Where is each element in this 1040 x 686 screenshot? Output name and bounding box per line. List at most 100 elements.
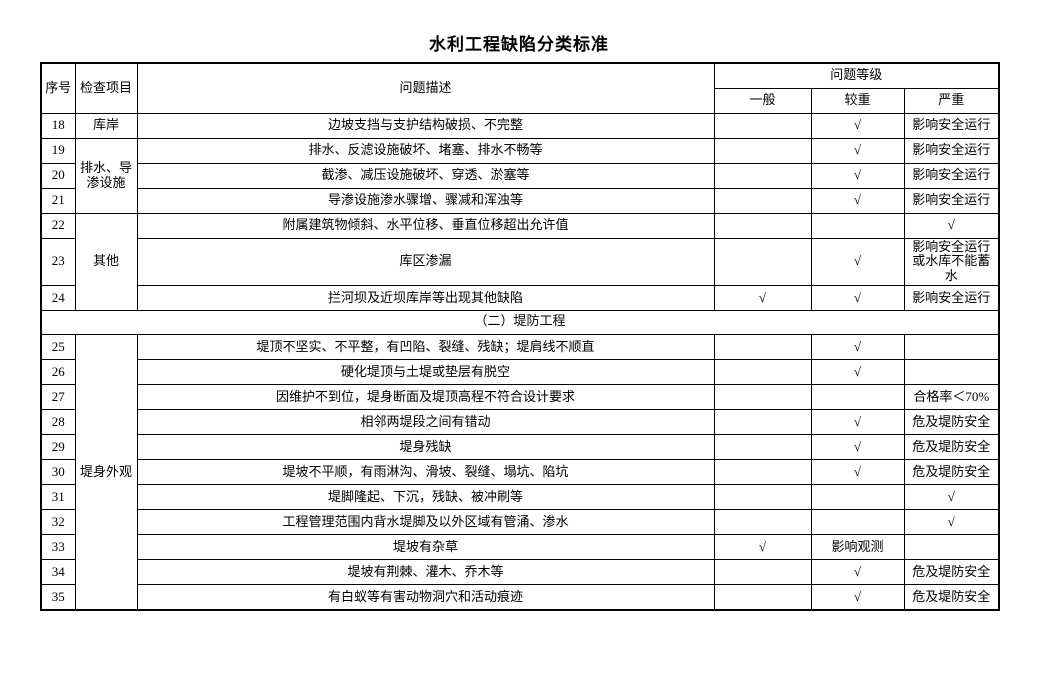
- seq-cell: 21: [40, 187, 76, 214]
- desc-cell: 因维护不到位，堤身断面及堤顶高程不符合设计要求: [136, 384, 715, 411]
- moderate-cell: √: [810, 137, 905, 164]
- table-row: 26 硬化堤顶与土堤或垫层有脱空 √: [40, 359, 1000, 386]
- desc-cell: 附属建筑物倾斜、水平位移、垂直位移超出允许值: [136, 212, 715, 239]
- defect-classification-table: 序号 检查项目 问题描述 问题等级 一般 较重 严重 18 库岸 边坡支挡与支护…: [40, 62, 1000, 611]
- severe-cell: 影响安全运行: [903, 112, 1000, 139]
- general-cell: [713, 334, 812, 361]
- desc-cell: 相邻两堤段之间有错动: [136, 409, 715, 436]
- seq-cell: 31: [40, 484, 76, 511]
- moderate-cell: √: [810, 237, 905, 287]
- general-cell: [713, 509, 812, 536]
- severe-cell: 影响安全运行: [903, 285, 1000, 312]
- general-cell: [713, 459, 812, 486]
- moderate-cell: √: [810, 584, 905, 611]
- moderate-cell: √: [810, 187, 905, 214]
- header-level-severe: 严重: [903, 87, 1000, 114]
- seq-cell: 30: [40, 459, 76, 486]
- general-cell: [713, 384, 812, 411]
- severe-cell: [903, 534, 1000, 561]
- section-title: （二）堤防工程: [40, 310, 1000, 336]
- severe-cell: 危及堤防安全: [903, 559, 1000, 586]
- seq-cell: 29: [40, 434, 76, 461]
- seq-cell: 25: [40, 334, 76, 361]
- header-row-2: 一般 较重 严重: [41, 87, 1000, 114]
- general-cell: [713, 237, 812, 287]
- severe-cell: √: [903, 212, 1000, 239]
- general-cell: √: [713, 285, 812, 312]
- desc-cell: 排水、反滤设施破坏、堵塞、排水不畅等: [136, 137, 715, 164]
- seq-cell: 27: [40, 384, 76, 411]
- table-row: 21 导渗设施渗水骤增、骤减和浑浊等 √ 影响安全运行: [40, 187, 1000, 214]
- general-cell: [713, 559, 812, 586]
- desc-cell: 库区渗漏: [136, 237, 715, 287]
- desc-cell: 堤坡不平顺，有雨淋沟、滑坡、裂缝、塌坑、陷坑: [136, 459, 715, 486]
- seq-cell: 20: [40, 162, 76, 189]
- general-cell: [713, 359, 812, 386]
- table-row: 28 相邻两堤段之间有错动 √ 危及堤防安全: [40, 409, 1000, 436]
- desc-cell: 导渗设施渗水骤增、骤减和浑浊等: [136, 187, 715, 214]
- severe-cell: [903, 359, 1000, 386]
- severe-cell: 影响安全运行: [903, 137, 1000, 164]
- seq-cell: 33: [40, 534, 76, 561]
- severe-cell: 危及堤防安全: [903, 409, 1000, 436]
- desc-cell: 堤顶不坚实、不平整，有凹陷、裂缝、残缺；堤肩线不顺直: [136, 334, 715, 361]
- seq-cell: 26: [40, 359, 76, 386]
- severe-cell: 危及堤防安全: [903, 584, 1000, 611]
- desc-cell: 边坡支挡与支护结构破损、不完整: [136, 112, 715, 139]
- moderate-cell: √: [810, 162, 905, 189]
- table-row: 19 排水、导渗设施 排水、反滤设施破坏、堵塞、排水不畅等 √ 影响安全运行: [40, 137, 1000, 214]
- header-row-1: 序号 检查项目 问题描述 问题等级: [40, 62, 1000, 114]
- severe-cell: 危及堤防安全: [903, 459, 1000, 486]
- document-page: 水利工程缺陷分类标准 序号 检查项目 问题描述 问题等级 一般 较重 严重: [40, 0, 1000, 611]
- table-row: 20 截渗、减压设施破坏、穿透、淤塞等 √ 影响安全运行: [40, 162, 1000, 189]
- header-level-moderate: 较重: [810, 87, 905, 114]
- item-cell: 堤身外观: [74, 334, 138, 611]
- table-row: 27 因维护不到位，堤身断面及堤顶高程不符合设计要求 合格率＜70%: [40, 384, 1000, 411]
- severe-cell: 影响安全运行: [903, 162, 1000, 189]
- seq-cell: 32: [40, 509, 76, 536]
- moderate-cell: √: [810, 334, 905, 361]
- general-cell: [713, 187, 812, 214]
- desc-cell: 堤坡有荆棘、灌木、乔木等: [136, 559, 715, 586]
- table-row: 30 堤坡不平顺，有雨淋沟、滑坡、裂缝、塌坑、陷坑 √ 危及堤防安全: [40, 459, 1000, 486]
- moderate-cell: √: [810, 434, 905, 461]
- table-row: 25 堤身外观 堤顶不坚实、不平整，有凹陷、裂缝、残缺；堤肩线不顺直 √: [40, 334, 1000, 611]
- moderate-cell: √: [810, 459, 905, 486]
- general-cell: [713, 484, 812, 511]
- moderate-cell: √: [810, 112, 905, 139]
- table-row: 18 库岸 边坡支挡与支护结构破损、不完整 √ 影响安全运行: [40, 112, 1000, 139]
- desc-cell: 截渗、减压设施破坏、穿透、淤塞等: [136, 162, 715, 189]
- general-cell: [713, 112, 812, 139]
- moderate-cell: [810, 212, 905, 239]
- header-desc: 问题描述: [136, 62, 715, 114]
- desc-cell: 硬化堤顶与土堤或垫层有脱空: [136, 359, 715, 386]
- general-cell: [713, 584, 812, 611]
- header-level-group: 问题等级: [713, 62, 1000, 89]
- desc-cell: 堤坡有杂草: [136, 534, 715, 561]
- general-cell: [713, 137, 812, 164]
- seq-cell: 18: [40, 112, 76, 139]
- desc-cell: 堤身残缺: [136, 434, 715, 461]
- header-level-general: 一般: [713, 87, 812, 114]
- moderate-cell: √: [810, 285, 905, 312]
- table-row: 35 有白蚁等有害动物洞穴和活动痕迹 √ 危及堤防安全: [40, 584, 1000, 611]
- seq-cell: 28: [40, 409, 76, 436]
- table-row: 33 堤坡有杂草 √ 影响观测: [40, 534, 1000, 561]
- general-cell: [713, 162, 812, 189]
- item-cell: 其他: [74, 212, 138, 312]
- general-cell: [713, 212, 812, 239]
- seq-cell: 34: [40, 559, 76, 586]
- table-row: 34 堤坡有荆棘、灌木、乔木等 √ 危及堤防安全: [40, 559, 1000, 586]
- item-cell: 排水、导渗设施: [74, 137, 138, 214]
- moderate-cell: √: [810, 559, 905, 586]
- severe-cell: √: [903, 509, 1000, 536]
- seq-cell: 35: [40, 584, 76, 611]
- table-row: 22 其他 附属建筑物倾斜、水平位移、垂直位移超出允许值 √: [40, 212, 1000, 312]
- document-title: 水利工程缺陷分类标准: [429, 35, 609, 55]
- moderate-cell: [810, 384, 905, 411]
- seq-cell: 24: [40, 285, 76, 312]
- severe-cell: [903, 334, 1000, 361]
- moderate-cell: [810, 484, 905, 511]
- general-cell: [713, 434, 812, 461]
- seq-cell: 19: [40, 137, 76, 164]
